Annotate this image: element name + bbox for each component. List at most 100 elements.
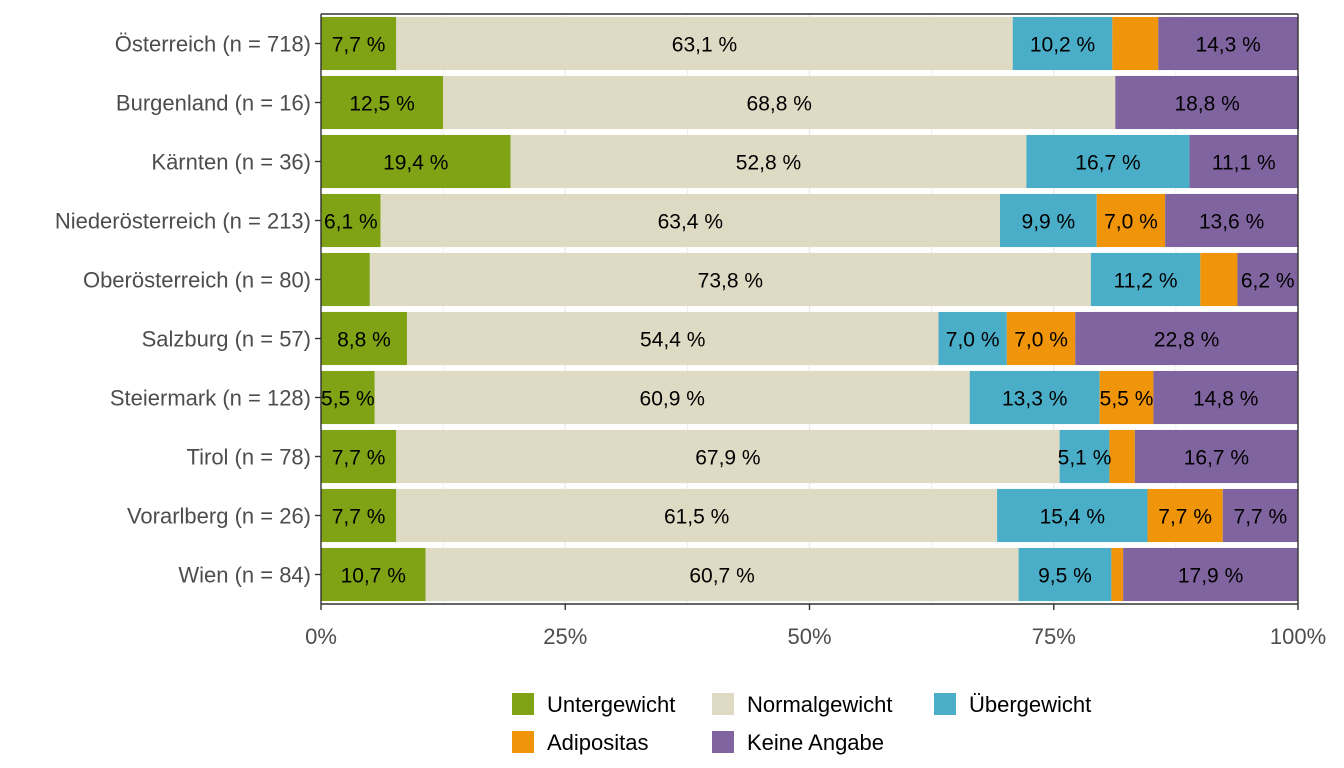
bar-segment-übergewicht bbox=[1026, 134, 1190, 189]
category-label: Österreich (n = 718) bbox=[115, 32, 311, 57]
bar-segment-übergewicht bbox=[1000, 193, 1097, 248]
category-label: Steiermark (n = 128) bbox=[110, 386, 311, 411]
data-label: 5,5 % bbox=[321, 388, 375, 411]
data-label: 14,8 % bbox=[1193, 388, 1258, 411]
data-label: 63,1 % bbox=[672, 34, 737, 57]
data-label: 5,1 % bbox=[1058, 447, 1112, 470]
bar-segment-übergewicht bbox=[1018, 547, 1112, 602]
bar-segment-adipositas bbox=[1200, 252, 1238, 307]
data-label: 6,2 % bbox=[1241, 270, 1295, 293]
bar-segment-untergewicht bbox=[321, 252, 370, 307]
bar-segment-untergewicht bbox=[321, 370, 375, 425]
data-label: 61,5 % bbox=[664, 506, 729, 529]
bar-segment-normalgewicht bbox=[425, 547, 1019, 602]
legend-swatch bbox=[512, 731, 534, 753]
bar-segment-keine-angabe bbox=[1115, 75, 1299, 130]
legend-label: Normalgewicht bbox=[747, 692, 893, 717]
bar-segment-keine-angabe bbox=[1123, 547, 1298, 602]
data-label: 22,8 % bbox=[1154, 329, 1219, 352]
bar-segment-adipositas bbox=[1112, 16, 1159, 71]
data-label: 6,1 % bbox=[324, 211, 378, 234]
data-label: 18,8 % bbox=[1174, 93, 1239, 116]
bar-segment-normalgewicht bbox=[396, 429, 1060, 484]
data-label: 7,7 % bbox=[332, 506, 386, 529]
category-label: Wien (n = 84) bbox=[178, 563, 311, 588]
bar-segment-keine-angabe bbox=[1165, 193, 1298, 248]
x-tick-label: 50% bbox=[787, 624, 831, 649]
bar-segment-normalgewicht bbox=[369, 252, 1091, 307]
bar-segment-untergewicht bbox=[321, 488, 397, 543]
data-label: 10,2 % bbox=[1030, 34, 1095, 57]
data-label: 14,3 % bbox=[1195, 34, 1260, 57]
data-label: 10,7 % bbox=[341, 565, 406, 588]
data-label: 68,8 % bbox=[747, 93, 812, 116]
x-tick-label: 100% bbox=[1270, 624, 1326, 649]
x-tick-label: 25% bbox=[543, 624, 587, 649]
data-label: 7,7 % bbox=[332, 447, 386, 470]
data-label: 17,9 % bbox=[1178, 565, 1243, 588]
bar-segment-übergewicht bbox=[997, 488, 1148, 543]
category-label: Burgenland (n = 16) bbox=[116, 91, 311, 116]
data-label: 15,4 % bbox=[1040, 506, 1105, 529]
bar-segment-übergewicht bbox=[1012, 16, 1113, 71]
category-label: Salzburg (n = 57) bbox=[142, 327, 311, 352]
legend-swatch bbox=[512, 693, 534, 715]
category-label: Kärnten (n = 36) bbox=[151, 150, 311, 175]
data-label: 7,0 % bbox=[1014, 329, 1068, 352]
bar-segment-untergewicht bbox=[321, 193, 381, 248]
bar-segment-normalgewicht bbox=[406, 311, 939, 366]
data-label: 7,7 % bbox=[1158, 506, 1212, 529]
data-label: 7,0 % bbox=[1104, 211, 1158, 234]
category-label: Tirol (n = 78) bbox=[186, 445, 311, 470]
category-label: Vorarlberg (n = 26) bbox=[127, 504, 311, 529]
x-tick-label: 0% bbox=[305, 624, 337, 649]
data-label: 60,7 % bbox=[689, 565, 754, 588]
data-label: 8,8 % bbox=[337, 329, 391, 352]
bar-segment-untergewicht bbox=[321, 429, 397, 484]
bar-segment-normalgewicht bbox=[443, 75, 1116, 130]
bar-segment-adipositas bbox=[1147, 488, 1223, 543]
bar-segment-normalgewicht bbox=[396, 16, 1013, 71]
data-label: 5,5 % bbox=[1100, 388, 1154, 411]
legend-label: Übergewicht bbox=[969, 692, 1091, 717]
bar-segment-untergewicht bbox=[321, 311, 407, 366]
bar-segment-untergewicht bbox=[321, 75, 444, 130]
legend-label: Untergewicht bbox=[547, 692, 675, 717]
legend: Untergewicht Normalgewicht Übergewicht Adip… bbox=[512, 692, 1091, 755]
bar-segment-übergewicht bbox=[1059, 429, 1110, 484]
data-label: 19,4 % bbox=[383, 152, 448, 175]
data-label: 9,9 % bbox=[1022, 211, 1076, 234]
bar-segment-keine-angabe bbox=[1237, 252, 1298, 307]
bar-segment-untergewicht bbox=[321, 547, 426, 602]
data-label: 13,3 % bbox=[1002, 388, 1067, 411]
bar-segment-adipositas bbox=[1099, 370, 1154, 425]
bar-segment-adipositas bbox=[1096, 193, 1166, 248]
data-label: 12,5 % bbox=[349, 93, 414, 116]
data-label: 9,5 % bbox=[1038, 565, 1092, 588]
data-label: 7,7 % bbox=[332, 34, 386, 57]
bar-segment-übergewicht bbox=[969, 370, 1100, 425]
bar-segment-keine-angabe bbox=[1153, 370, 1298, 425]
bar-segment-keine-angabe bbox=[1158, 16, 1298, 71]
bar-segment-übergewicht bbox=[938, 311, 1007, 366]
bar-segment-adipositas bbox=[1109, 429, 1135, 484]
category-label: Niederösterreich (n = 213) bbox=[55, 209, 311, 234]
bar-segment-untergewicht bbox=[321, 16, 397, 71]
legend-swatch bbox=[712, 731, 734, 753]
data-label: 13,6 % bbox=[1199, 211, 1264, 234]
bar-segment-keine-angabe bbox=[1134, 429, 1298, 484]
category-label: Oberösterreich (n = 80) bbox=[83, 268, 311, 293]
data-label: 7,0 % bbox=[946, 329, 1000, 352]
bar-segment-normalgewicht bbox=[396, 488, 998, 543]
legend-swatch bbox=[934, 693, 956, 715]
bar-segment-keine-angabe bbox=[1075, 311, 1298, 366]
legend-swatch bbox=[712, 693, 734, 715]
data-labels-layer: 7,7 % 63,1 % 10,2 % 14,3 % 12,5 % 68,8 % 18,8 … bbox=[321, 34, 1295, 588]
bar-segment-keine-angabe bbox=[1189, 134, 1298, 189]
data-label: 16,7 % bbox=[1075, 152, 1140, 175]
bar-segment-adipositas bbox=[1006, 311, 1076, 366]
bar-segment-normalgewicht bbox=[374, 370, 970, 425]
data-label: 60,9 % bbox=[640, 388, 705, 411]
